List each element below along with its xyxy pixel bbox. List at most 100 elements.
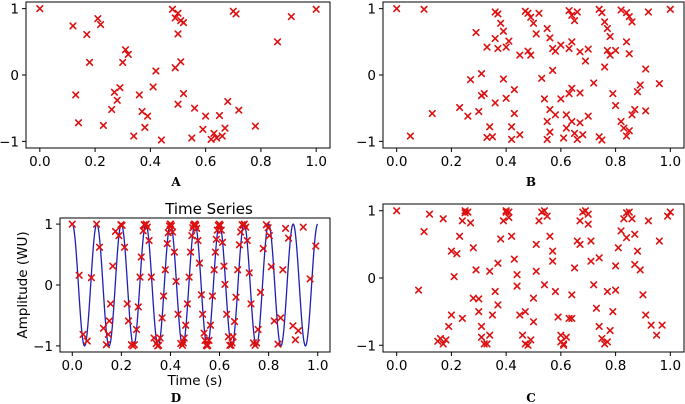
panel-a-point-stroke [171,14,179,22]
panel-b-point-stroke [620,124,628,132]
panel-d-point [218,238,227,246]
panel-c-point [486,267,494,275]
panel-b-point [573,135,581,143]
panel-b-point-stroke [546,105,554,114]
panel-a-point-stroke [171,64,179,72]
panel-b-point [546,34,554,42]
panel-b-point-stroke [603,24,611,33]
panel-b-point [565,44,573,53]
panel-c-point-stroke [491,287,499,296]
panel-b-point-stroke [625,50,633,58]
panel-d-point [75,271,83,279]
panel-b-point-stroke [456,103,464,112]
panel-a-point [213,134,221,142]
panel-c-point-stroke [472,266,480,274]
panel-b-point-stroke [499,75,508,83]
panel-label-d: D [171,391,181,404]
panel-c-point [513,271,521,279]
panel-c-point [425,210,434,218]
panel-d-point-stroke [105,317,113,325]
panel-c-point-stroke [655,237,663,245]
panel-c-point-stroke [666,208,674,216]
panel-c-point-stroke [521,340,529,348]
panel-c-point [603,287,611,296]
panel-a-point-stroke [224,97,232,106]
panel-b-point [475,107,483,116]
panel-c-point [584,210,592,218]
panel-d-point-stroke [194,236,202,245]
panel-a-point-stroke [130,132,138,140]
panel-b-point-stroke [636,81,644,89]
panel-c-point-stroke [510,255,518,263]
panel-b-point-stroke [406,132,414,140]
panel-b-point [538,74,546,82]
panel-c-xtick-label: 0.2 [441,358,462,374]
panel-b-point [562,124,570,132]
panel-c-point [590,281,598,289]
panel-d-point-stroke [130,341,138,349]
panel-b-point-stroke [543,24,551,33]
panel-a-point [232,10,240,18]
panel-c-point [458,217,466,225]
panel-b-point [488,133,497,141]
panel-d-point-stroke [212,235,220,243]
panel-d-point-stroke [247,300,255,308]
panel-b-point-stroke [565,89,573,98]
panel-c-point-stroke [477,333,486,341]
panel-c-point-stroke [631,260,639,269]
panel-c-point [655,237,663,245]
panel-c-point-stroke [540,281,549,289]
panel-c-point [469,294,477,302]
panel-a-point-stroke [85,58,94,66]
panel-d-point [270,317,278,325]
panel-label-b: B [526,175,536,189]
panel-b-point [565,7,573,15]
panel-b-point-stroke [502,94,510,102]
panel-b-point-stroke [543,117,551,126]
panel-a-xtick-label: 0.6 [195,154,216,170]
panel-c-point [483,340,491,348]
panel-c-point-stroke [420,227,428,236]
panel-c-point-stroke [549,257,557,265]
panel-c-point [611,286,620,294]
panel-a-point [113,96,121,104]
panel-d-point-stroke [143,223,151,231]
panel-c-point [606,326,614,335]
panel-a-point-stroke [210,129,218,137]
panel-d-point [167,222,176,230]
panel-b-point-stroke [579,131,587,139]
panel-c-point [570,264,579,272]
panel-a-point-stroke [232,10,240,18]
panel-b-point-stroke [551,47,559,55]
panel-b-point [622,9,631,17]
panel-b-point [516,131,524,139]
panel-c-point-stroke [557,331,565,339]
panel-b-point-stroke [551,111,559,119]
panel-a-point-stroke [113,96,121,104]
panel-b-point [636,81,644,89]
panel-d-title: Time Series [164,200,253,218]
panel-a-point [179,18,188,27]
panel-b-point [603,24,611,33]
panel-d-point-stroke [210,266,218,274]
panel-b-point [527,51,535,59]
panel-b-point [510,109,518,118]
panel-a-point-stroke [168,5,177,13]
panel-b-xtick-label: 0.4 [495,154,516,170]
panel-d-point [205,336,213,345]
panel-b-point [406,132,414,140]
panel-b-point-stroke [486,123,494,131]
panel-b-point-stroke [611,46,620,55]
panel-a-point-stroke [121,46,130,54]
panel-b-point-stroke [508,123,516,131]
panel-c-point [529,318,538,326]
panel-d-point-stroke [200,329,208,337]
panel-b-point-stroke [644,8,653,16]
panel-b-point-stroke [622,38,631,46]
panel-b-point [543,135,551,143]
panel-c-point-stroke [535,217,543,225]
panel-b-point-stroke [590,79,598,87]
panel-c-point-stroke [434,337,442,345]
panel-label-a: A [170,175,181,189]
panel-b-point-stroke [598,136,606,144]
